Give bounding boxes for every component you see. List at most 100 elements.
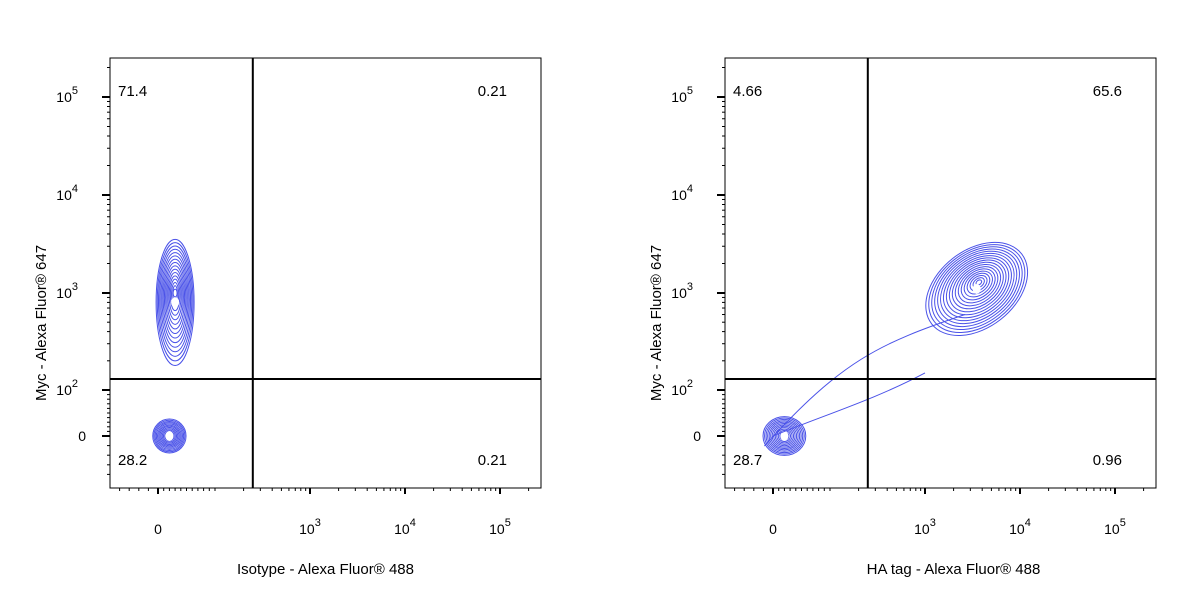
- y-tick-label: 0: [693, 428, 701, 444]
- x-tick-label: 103: [914, 517, 936, 537]
- y-tick-label: 103: [56, 281, 78, 301]
- x-tick-label: 105: [1104, 517, 1126, 537]
- contour-line-myc-positive: [166, 268, 184, 325]
- contour-group: [152, 238, 195, 454]
- contour-line-myc-positive: [160, 252, 190, 348]
- contour-line-double-positive: [943, 255, 1012, 319]
- contour-line-myc-positive: [159, 248, 192, 353]
- y-tick-label: 105: [56, 85, 78, 105]
- population-core: [171, 297, 180, 308]
- y-tick-exponent: 2: [687, 378, 693, 390]
- x-tick-exponent: 4: [410, 517, 416, 529]
- population-core: [165, 431, 174, 441]
- contour-line-myc-positive: [163, 262, 187, 334]
- quadrant-bottom-left-value: 28.2: [118, 452, 147, 469]
- x-tick-label: 105: [489, 517, 511, 537]
- contour-line-negative: [158, 424, 181, 448]
- contour-line-negative: [159, 425, 180, 447]
- plot-frame: [724, 57, 1157, 489]
- contour-line-double-positive: [948, 259, 1007, 313]
- contour-line-double-positive: [969, 274, 988, 292]
- contour-line-negative: [160, 427, 179, 445]
- contour-line-myc-positive: [169, 278, 181, 312]
- y-tick-exponent: 5: [72, 85, 78, 97]
- y-tick-label: 105: [671, 85, 693, 105]
- x-tick-label: 103: [299, 517, 321, 537]
- quadrant-top-left-value: 71.4: [118, 83, 147, 100]
- x-axis-label: Isotype - Alexa Fluor® 488: [237, 561, 414, 578]
- y-tick-label: 104: [56, 183, 78, 203]
- contour-line-myc-positive: [165, 265, 186, 330]
- y-tick-label: 104: [671, 183, 693, 203]
- x-tick-label: 0: [154, 521, 162, 537]
- quadrant-top-right-value: 0.21: [478, 83, 507, 100]
- y-tick-label: 102: [56, 378, 78, 398]
- population-core: [780, 431, 789, 441]
- x-tick-label: 104: [1009, 517, 1031, 537]
- y-axis-label: Myc - Alexa Fluor® 647: [33, 245, 50, 401]
- quadrant-top-left-value: 4.66: [733, 83, 762, 100]
- contour-line-double-positive: [928, 244, 1026, 334]
- contour-line-negative: [152, 418, 187, 454]
- contour-line-negative: [770, 423, 799, 449]
- contour-line-double-positive: [945, 257, 1010, 316]
- contour-line-myc-positive: [167, 272, 183, 321]
- contour-line-double-positive: [951, 261, 1004, 310]
- contour-line-negative: [765, 418, 804, 454]
- y-tick-label: 0: [78, 428, 86, 444]
- contour-line-myc-positive: [156, 242, 194, 362]
- contour-bridge: [764, 314, 966, 447]
- y-axis-label: Myc - Alexa Fluor® 647: [648, 245, 665, 401]
- contour-line-negative: [767, 420, 802, 452]
- contour-line-negative: [768, 421, 801, 451]
- contour-line-double-positive: [934, 248, 1020, 328]
- contour-line-myc-positive: [172, 288, 178, 298]
- contour-line-double-positive: [925, 241, 1029, 336]
- contour-line-negative: [776, 428, 793, 444]
- x-axis-label: HA tag - Alexa Fluor® 488: [867, 561, 1041, 578]
- y-tick-exponent: 3: [72, 281, 78, 293]
- contour-line-double-positive: [937, 250, 1018, 325]
- y-tick-exponent: 4: [687, 183, 693, 195]
- y-tick-label: 102: [671, 378, 693, 398]
- y-tick-exponent: 3: [687, 281, 693, 293]
- contour-bridge: [772, 372, 926, 437]
- contour-line-negative: [762, 416, 807, 456]
- y-tick-exponent: 4: [72, 183, 78, 195]
- contour-line-myc-positive: [162, 258, 188, 339]
- contour-line-myc-positive: [161, 255, 189, 344]
- x-tick-label: 0: [769, 521, 777, 537]
- quadrant-bottom-right-value: 0.21: [478, 452, 507, 469]
- contour-line-negative: [161, 428, 178, 444]
- contour-line-negative: [154, 420, 185, 452]
- y-tick-exponent: 2: [72, 378, 78, 390]
- contour-line-double-positive: [940, 252, 1015, 322]
- contour-line-negative: [157, 423, 182, 449]
- contour-line-negative: [155, 422, 183, 450]
- contour-line-myc-positive: [155, 238, 195, 366]
- x-tick-exponent: 3: [930, 517, 936, 529]
- contour-line-double-positive: [931, 246, 1023, 331]
- x-tick-exponent: 5: [1120, 517, 1126, 529]
- panel-1: 0 103 104 105 0 102 103 104 105 Isotype - Alexa F…: [33, 57, 542, 578]
- contour-line-negative: [162, 429, 176, 443]
- y-tick-exponent: 5: [687, 85, 693, 97]
- x-tick-label: 104: [394, 517, 416, 537]
- contour-line-negative: [774, 427, 795, 445]
- contour-line-negative: [764, 417, 805, 455]
- quadrant-bottom-left-value: 28.7: [733, 452, 762, 469]
- contour-line-myc-positive: [168, 275, 182, 316]
- contour-line-negative: [153, 419, 186, 453]
- y-tick-label: 103: [671, 281, 693, 301]
- contour-line-double-positive: [963, 270, 993, 298]
- contour-line-myc-positive: [157, 245, 193, 357]
- x-tick-exponent: 3: [315, 517, 321, 529]
- contour-line-double-positive: [960, 268, 996, 301]
- population-core: [972, 283, 981, 294]
- x-tick-exponent: 4: [1025, 517, 1031, 529]
- contour-line-double-positive: [957, 266, 999, 304]
- quadrant-bottom-right-value: 0.96: [1093, 452, 1122, 469]
- quadrant-top-right-value: 65.6: [1093, 83, 1122, 100]
